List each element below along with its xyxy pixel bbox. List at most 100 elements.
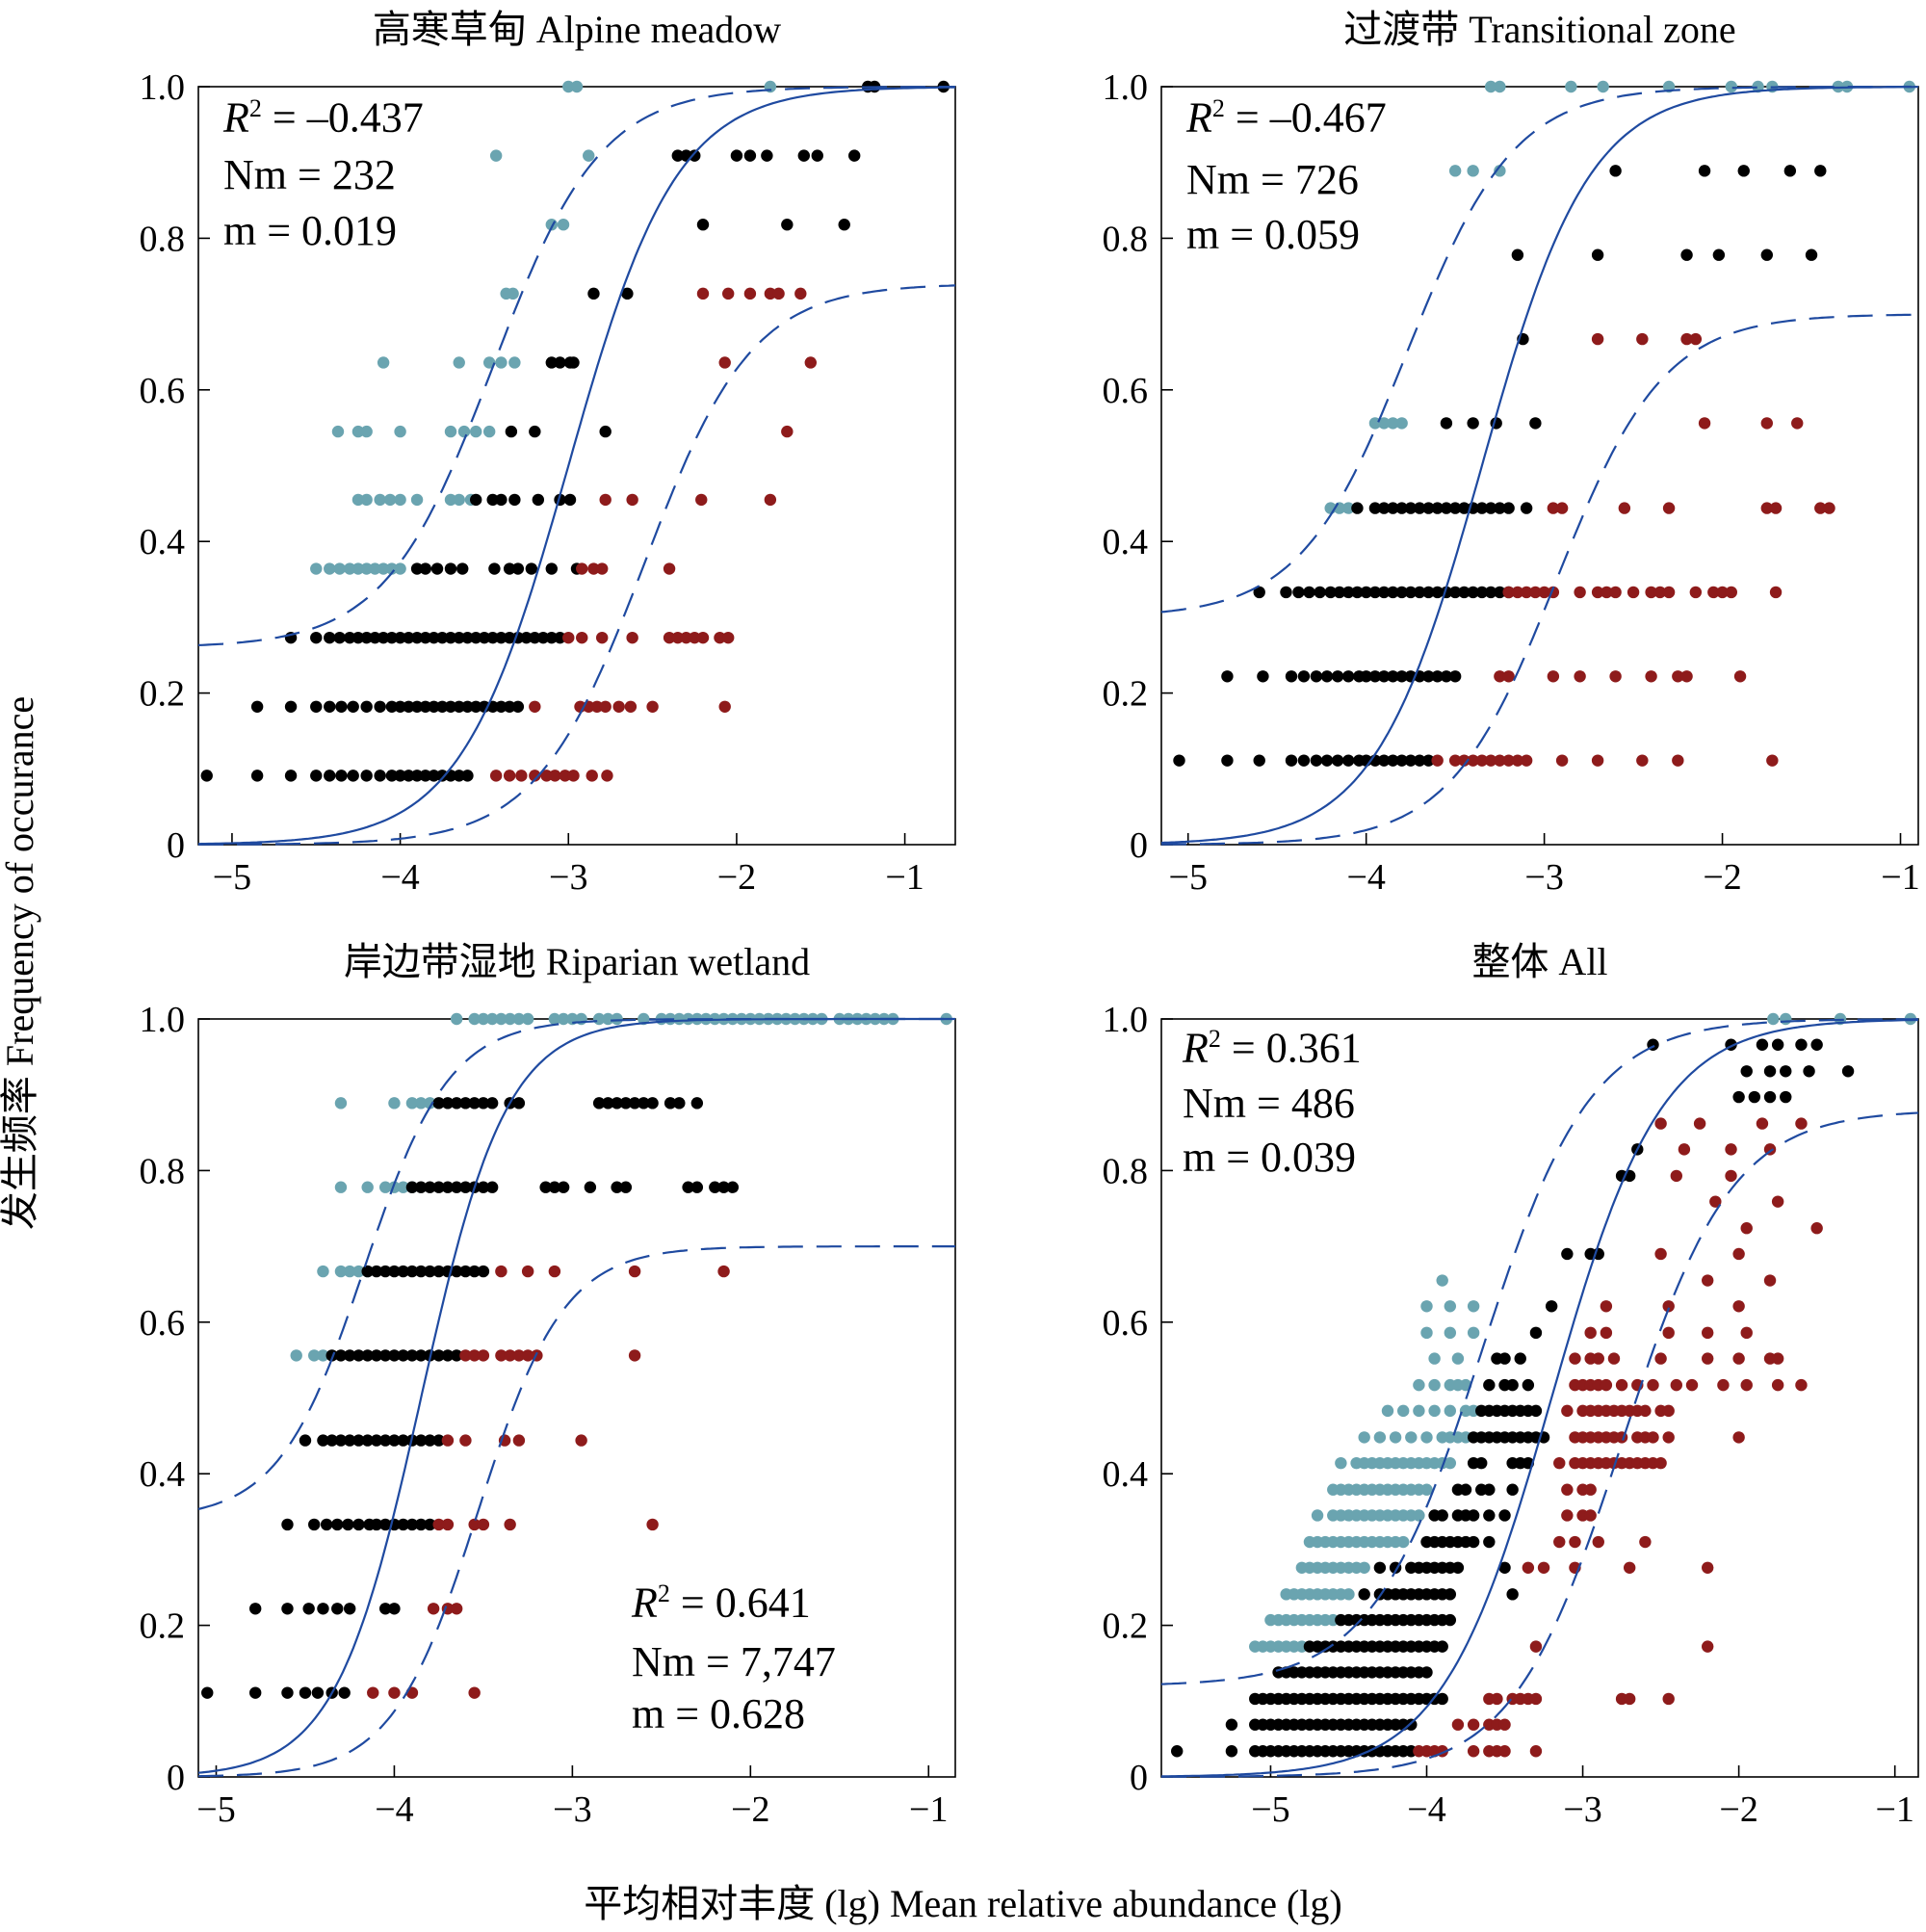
data-point-red [1795,1378,1808,1392]
data-point-black [1351,586,1364,599]
y-tick-label: 1.0 [140,67,186,108]
data-point-black [554,356,566,369]
data-point-red [477,1349,490,1362]
panel-3-r2-value: = 0.641 [669,1579,811,1627]
data-point-red [1725,586,1738,599]
data-point-red [1732,1431,1745,1444]
data-point-black [1511,248,1524,261]
data-point-red [612,700,625,713]
data-point-black [250,770,264,782]
data-point-black [1280,586,1292,599]
data-point-red [772,287,785,300]
data-point-black [682,1181,694,1193]
y-tick-label: 0.6 [1103,371,1149,411]
data-point-black [567,356,580,369]
data-point-red [1702,1274,1714,1287]
data-point-black [495,493,508,507]
data-point-black [410,562,424,575]
x-tick-label: −2 [731,1789,769,1830]
data-point-teal [562,80,575,93]
data-point-teal [1467,1326,1480,1340]
data-point-red [717,1265,730,1278]
data-point-black [419,770,431,782]
data-point-black [397,1518,409,1531]
panel-4-r2-value: = 0.361 [1220,1024,1362,1072]
data-point-red [1636,754,1649,767]
data-point-black [428,700,440,713]
data-point-black [1494,586,1506,599]
y-tick-label: 0 [1130,825,1148,866]
data-point-black [584,1181,597,1193]
data-point-black [1506,1378,1519,1392]
data-point-black [554,631,566,644]
data-point-black [592,1097,606,1110]
data-point-red [1685,1378,1699,1392]
data-point-black [311,1686,325,1699]
data-point-red [1814,502,1827,514]
data-point-black [1444,1613,1457,1627]
data-point-black [1732,1090,1745,1104]
data-point-black [1436,1640,1448,1653]
data-point-red [671,631,684,644]
data-point-black [1771,1038,1784,1051]
data-point-black [378,1349,392,1362]
data-point-teal [414,1097,428,1110]
data-point-black [410,770,424,782]
data-point-black [394,631,406,644]
data-point-black [1494,502,1506,514]
data-point-black [1257,670,1269,683]
y-tick-label: 0 [167,1758,185,1798]
data-point-teal [1413,1404,1425,1418]
data-point-teal [290,1349,302,1362]
data-point-black [1360,670,1372,683]
x-tick-label: −3 [553,1789,591,1830]
data-point-black [690,1097,704,1110]
data-point-black [1561,1247,1574,1261]
data-point-red [646,700,659,713]
data-point-black [1377,670,1391,683]
data-point-black [1680,248,1693,261]
data-point-black [511,700,525,713]
data-point-black [1387,586,1399,599]
data-point-teal [334,1097,348,1110]
x-tick-label: −3 [1563,1789,1601,1830]
data-point-black [1333,586,1346,599]
data-point-black [317,1434,329,1447]
data-point-red [1647,1378,1659,1392]
data-point-black [385,700,399,713]
data-point-red [1584,1483,1597,1496]
data-point-red [1494,670,1506,683]
data-point-black [405,1349,419,1362]
data-point-black [459,1265,472,1278]
data-point-black [302,1603,315,1615]
data-point-red [1795,1117,1808,1130]
data-point-black [545,356,558,369]
x-tick-label: −2 [1719,1789,1757,1830]
data-point-red [1760,502,1774,514]
data-point-teal [1335,1456,1347,1470]
data-point-red [1709,1195,1722,1208]
data-point-teal [1413,1509,1425,1522]
data-point-red [1555,754,1569,767]
data-point-teal [1413,1378,1425,1392]
data-point-teal [504,1012,516,1026]
data-point-black [1795,1038,1808,1051]
data-point-teal [351,562,365,575]
data-point-black [1763,1065,1777,1078]
data-point-black [1436,1509,1448,1522]
data-point-black [690,1181,704,1193]
data-point-red [459,1349,472,1362]
data-point-black [689,149,701,162]
fit-lower-ci [197,284,956,846]
data-point-red [646,1518,659,1531]
data-point-black [432,1097,445,1110]
data-point-red [804,356,817,369]
data-point-black [1377,586,1391,599]
data-point-red [1763,1274,1777,1287]
data-point-red [1645,586,1657,599]
data-point-red [548,1265,561,1278]
x-tick-label: −5 [196,1789,235,1830]
data-point-teal [1381,1404,1394,1418]
panel-title: 整体 All [1471,940,1607,983]
data-point-black [638,1097,650,1110]
